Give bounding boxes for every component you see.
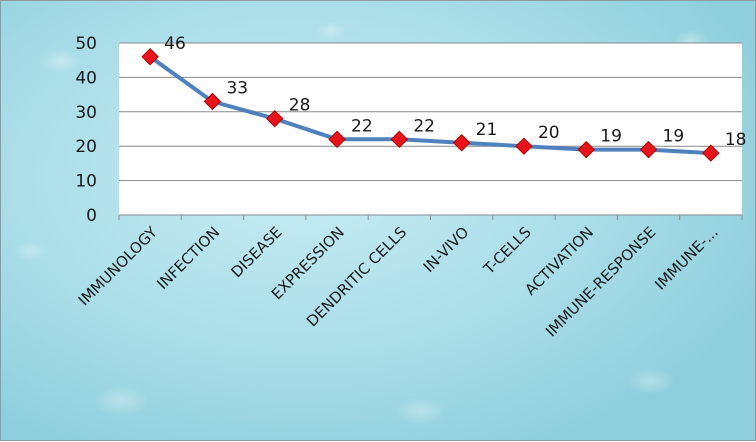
data-label: 18 bbox=[725, 130, 747, 150]
x-category-label: DISEASE bbox=[227, 223, 285, 281]
data-labels: 46 33 28 22 22 21 20 19 19 18 bbox=[164, 34, 746, 150]
x-category-label: IMMUNOLOGY bbox=[75, 223, 162, 310]
y-tick-label: 40 bbox=[75, 68, 97, 88]
y-tick-label: 30 bbox=[75, 103, 97, 123]
x-category-label: IMMUNE-... bbox=[651, 223, 722, 294]
data-label: 33 bbox=[226, 78, 248, 98]
series-line bbox=[148, 54, 713, 156]
markers bbox=[141, 48, 720, 162]
y-tick-label: 0 bbox=[86, 206, 97, 226]
y-tick-label: 20 bbox=[75, 137, 97, 157]
data-point bbox=[452, 134, 471, 152]
x-category-label: IMMUNE-RESPONSE bbox=[542, 223, 659, 340]
x-axis-ticks bbox=[118, 215, 743, 220]
y-tick-label: 10 bbox=[75, 172, 97, 192]
data-label: 46 bbox=[164, 34, 186, 54]
data-label: 22 bbox=[413, 116, 435, 136]
data-point bbox=[141, 48, 159, 66]
data-point bbox=[577, 140, 595, 159]
data-point bbox=[266, 109, 284, 128]
y-axis-ticks: 0 10 20 30 40 50 bbox=[75, 34, 97, 226]
data-label: 28 bbox=[289, 96, 311, 116]
data-label: 20 bbox=[538, 123, 560, 143]
y-tick-label: 50 bbox=[75, 34, 97, 54]
data-point bbox=[390, 130, 409, 149]
data-point bbox=[328, 130, 346, 149]
plot-area bbox=[119, 43, 742, 215]
data-label: 19 bbox=[600, 127, 622, 147]
data-point bbox=[515, 137, 533, 155]
data-point bbox=[203, 92, 222, 111]
data-label: 19 bbox=[663, 127, 685, 147]
data-point bbox=[702, 144, 720, 162]
x-category-label: INFECTION bbox=[153, 223, 223, 293]
data-label: 21 bbox=[476, 120, 498, 140]
data-label: 22 bbox=[351, 116, 373, 136]
gridlines bbox=[119, 42, 742, 216]
data-point bbox=[639, 140, 658, 159]
x-category-label: T-CELLS bbox=[479, 223, 534, 278]
x-category-label: IN-VIVO bbox=[420, 223, 473, 276]
